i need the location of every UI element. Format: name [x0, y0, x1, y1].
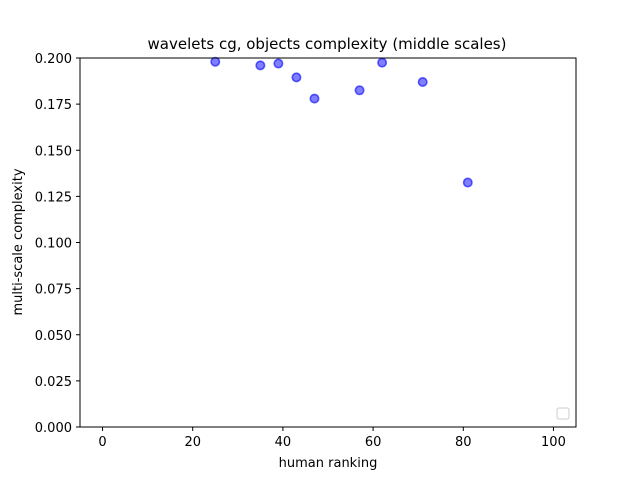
x-tick-label: 40: [275, 435, 292, 450]
x-tick-label: 20: [184, 435, 201, 450]
y-tick-label: 0.200: [35, 52, 72, 67]
data-point: [291, 72, 302, 83]
y-tick-label: 0.025: [35, 375, 72, 390]
data-point: [255, 60, 266, 71]
y-tick-label: 0.100: [35, 237, 72, 252]
y-axis-label: multi-scale complexity: [11, 168, 26, 315]
scatter-points: [210, 56, 473, 188]
y-tick-label: 0.050: [35, 329, 72, 344]
y-tick-label: 0.175: [35, 98, 72, 113]
x-tick-label: 0: [98, 435, 106, 450]
chart-title: wavelets cg, objects complexity (middle …: [148, 35, 507, 53]
y-tick-label: 0.075: [35, 283, 72, 298]
data-point: [462, 177, 473, 188]
x-axis-label: human ranking: [279, 456, 378, 471]
y-tick-label: 0.125: [35, 190, 72, 205]
data-point: [210, 56, 221, 67]
data-point: [417, 76, 428, 87]
y-tick-label: 0.000: [35, 421, 72, 436]
data-point: [309, 93, 320, 104]
x-tick-label: 100: [541, 435, 566, 450]
x-tick-label: 60: [365, 435, 382, 450]
legend-box: [556, 407, 570, 420]
data-point: [377, 57, 388, 68]
tick-layer: 0 20 40 60 80 100 0.000 0.025 0.050 0.075 0.100 0.1…: [35, 52, 566, 450]
plot-frame: [79, 57, 577, 428]
data-point: [354, 85, 365, 96]
data-point: [273, 58, 284, 69]
x-tick-label: 80: [455, 435, 472, 450]
y-tick-label: 0.150: [35, 144, 72, 159]
